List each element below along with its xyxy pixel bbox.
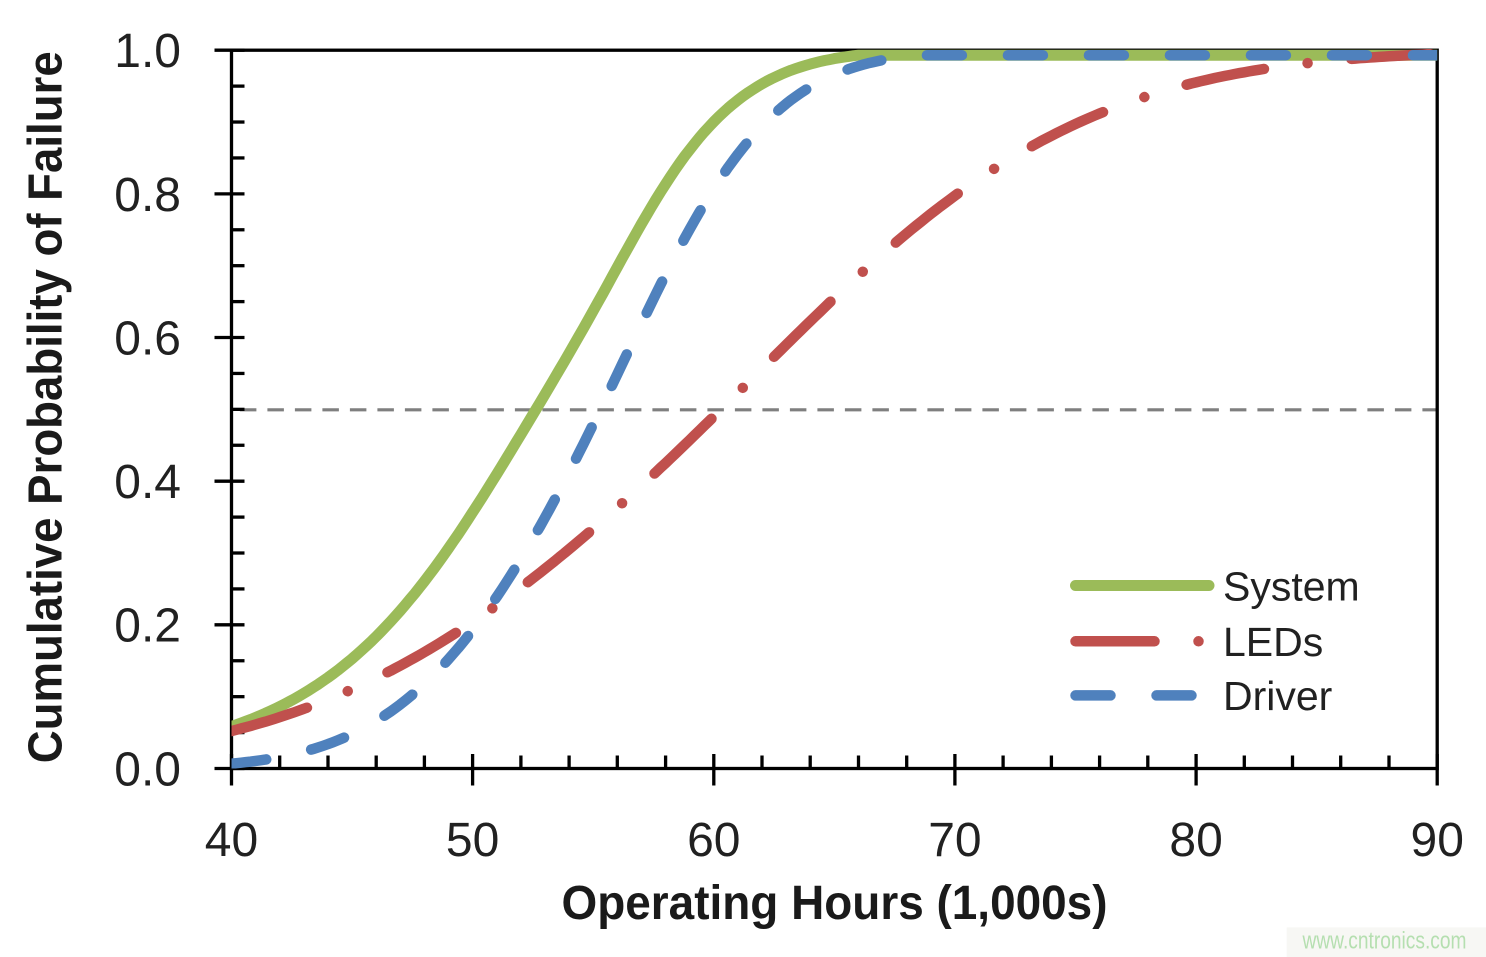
svg-text:Operating Hours (1,000s): Operating Hours (1,000s)	[562, 877, 1108, 930]
svg-text:80: 80	[1169, 814, 1222, 867]
svg-text:Driver: Driver	[1223, 673, 1332, 719]
svg-text:System: System	[1223, 563, 1360, 609]
svg-text:www.cntronics.com: www.cntronics.com	[1302, 928, 1467, 955]
svg-text:0.0: 0.0	[114, 743, 181, 796]
svg-text:0.2: 0.2	[114, 600, 181, 653]
svg-text:50: 50	[446, 814, 499, 867]
svg-text:90: 90	[1411, 814, 1464, 867]
svg-text:40: 40	[205, 814, 258, 867]
svg-text:LEDs: LEDs	[1223, 619, 1323, 665]
svg-text:0.8: 0.8	[114, 169, 181, 222]
svg-text:Cumulative Probability of Fail: Cumulative Probability of Failure	[20, 51, 73, 763]
svg-text:0.6: 0.6	[114, 312, 181, 365]
svg-text:60: 60	[687, 814, 740, 867]
svg-text:70: 70	[928, 814, 981, 867]
svg-text:1.0: 1.0	[114, 25, 181, 78]
svg-text:0.4: 0.4	[114, 456, 181, 509]
